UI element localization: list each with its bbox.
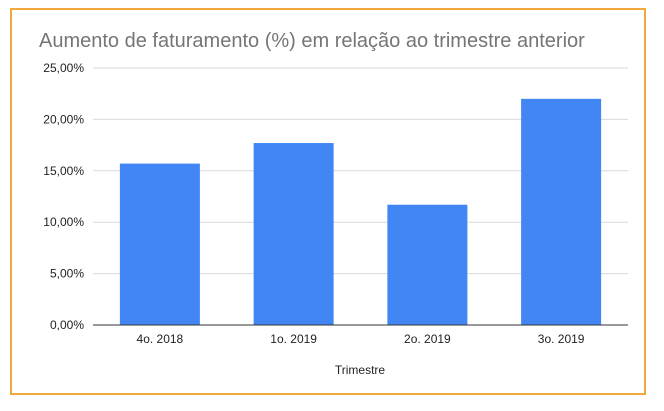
x-axis-tick-labels: 4o. 2018 1o. 2019 2o. 2019 3o. 2019 — [137, 332, 585, 346]
bar — [253, 143, 334, 325]
x-tick-label: 1o. 2019 — [270, 332, 317, 346]
y-tick-label: 25,00% — [43, 61, 84, 75]
x-tick-label: 2o. 2019 — [404, 332, 451, 346]
chart-title: Aumento de faturamento (%) em relação ao… — [39, 30, 585, 52]
x-axis-title: Trimestre — [335, 363, 386, 377]
y-tick-label: 5,00% — [50, 267, 84, 281]
y-tick-label: 0,00% — [50, 318, 84, 332]
y-tick-label: 10,00% — [43, 215, 84, 229]
bars — [119, 98, 602, 325]
y-axis-tick-labels: 0,00% 5,00% 10,00% 15,00% 20,00% 25,00% — [43, 61, 84, 332]
bar — [521, 98, 602, 325]
bar — [119, 163, 200, 325]
y-tick-label: 20,00% — [43, 112, 84, 126]
x-tick-label: 4o. 2018 — [137, 332, 184, 346]
bar — [387, 204, 468, 325]
x-tick-label: 3o. 2019 — [538, 332, 585, 346]
y-tick-label: 15,00% — [43, 164, 84, 178]
